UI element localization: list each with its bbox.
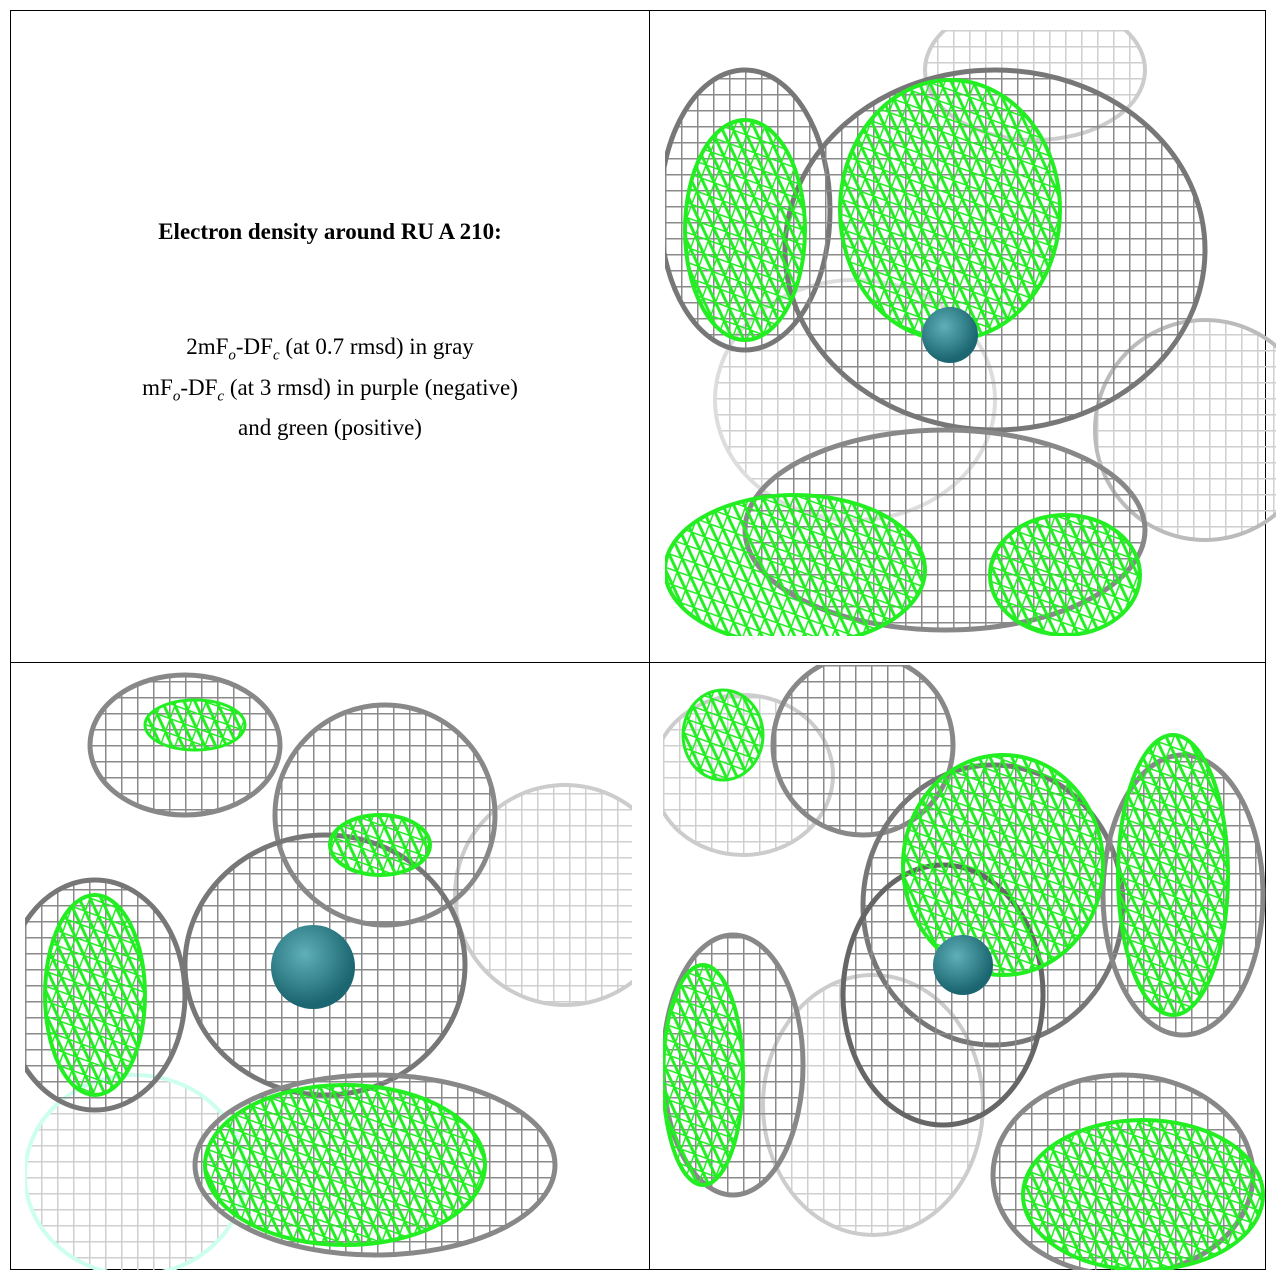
mesh [838,78,1062,342]
legend-line: and green (positive) [11,412,649,444]
text: and green (positive) [238,415,422,441]
cell-divider [649,10,650,1270]
text: (at 3 rmsd) in purple (negative) [224,374,518,400]
subscript: c [217,388,225,405]
mesh [143,698,247,752]
mesh [665,493,927,636]
subscript: c [272,347,280,364]
mesh [770,665,956,838]
mesh [1116,733,1230,1017]
mesh [663,963,745,1187]
density-image [25,672,632,1270]
mesh [683,118,807,342]
atom [922,307,978,363]
mesh [901,753,1105,977]
title: Electron density around RU A 210: [158,219,502,244]
legend-line: mFo-DFc (at 3 rmsd) in purple (negative) [11,372,649,413]
text: -DF [180,374,218,400]
mesh [988,513,1142,636]
legend-line: 2mFo-DFc (at 0.7 rmsd) in gray [11,331,649,372]
density-image [663,665,1266,1270]
density-image [665,30,1276,636]
mesh [43,893,147,1097]
text: 2mF [186,334,229,359]
text-cell: Electron density around RU A 210: 2mFo-D… [11,11,649,662]
mesh [1021,1118,1265,1270]
table-frame [10,10,1266,1270]
text: mF [142,374,173,400]
text: -DF [235,334,273,359]
mesh [203,1083,487,1247]
subscript: o [172,388,181,405]
atom [933,935,993,995]
legend: 2mFo-DFc (at 0.7 rmsd) in gray mFo-DFc (… [11,331,649,444]
subscript: o [228,347,236,364]
mesh [328,813,432,877]
text: (at 0.7 rmsd) in gray [279,334,474,359]
atom [271,925,355,1009]
cell-divider [10,662,1266,663]
mesh [681,688,765,782]
